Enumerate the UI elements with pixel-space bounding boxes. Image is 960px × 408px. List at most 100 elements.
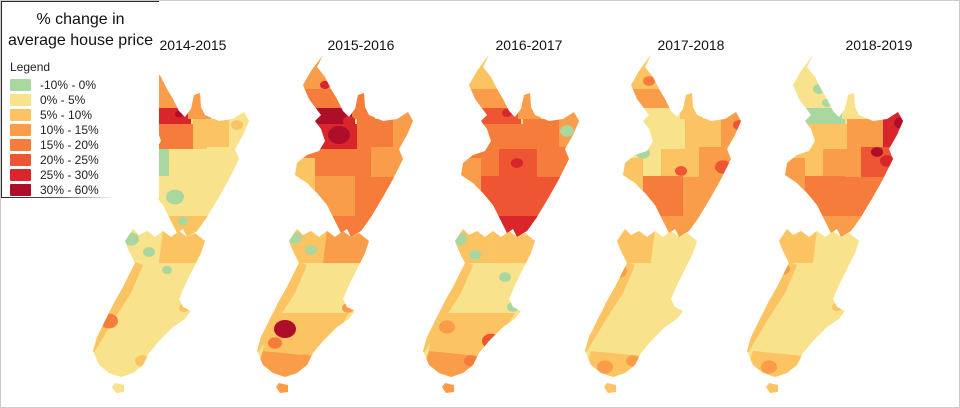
region-northland_south: [295, 89, 355, 108]
region-manawatu: [637, 176, 683, 216]
legend-swatch-icon: [10, 169, 31, 181]
legend-item-label: 30% - 60%: [40, 183, 99, 197]
chart-title: % change in average house price: [2, 9, 159, 51]
region-bop: [847, 119, 883, 149]
district-spot: [305, 245, 317, 255]
region-taranaki: [461, 158, 481, 192]
region-marlborough: [323, 229, 369, 267]
district-spot: [268, 337, 282, 349]
district-spot: [832, 302, 842, 312]
district-spot: [166, 189, 184, 205]
region-gisborne: [721, 105, 741, 147]
region-northland_south: [785, 89, 845, 108]
district-spot: [715, 160, 731, 174]
region-waikato_north: [795, 124, 847, 149]
district-spot: [733, 120, 741, 130]
nz-map-2018-2019: [747, 55, 903, 393]
district-spot: [342, 303, 354, 313]
district-spot: [439, 320, 455, 334]
region-southland: [747, 351, 813, 377]
region-ncanterbury: [113, 263, 205, 313]
region-canterbury_s: [263, 313, 349, 357]
district-spot: [360, 129, 374, 141]
region-coromandel: [842, 85, 865, 119]
legend-item-4: 15% - 20%: [10, 139, 159, 151]
region-taupo: [823, 149, 861, 177]
region-wairarapa: [683, 177, 725, 228]
legend-item-label: 25% - 30%: [40, 168, 99, 182]
region-bop: [193, 119, 229, 149]
stewart-island: [442, 383, 454, 393]
region-southland: [585, 351, 651, 377]
legend-swatch-icon: [10, 94, 31, 106]
south-island: [423, 229, 535, 377]
region-bop: [685, 119, 721, 149]
region-auckland: [623, 108, 683, 124]
district-spot: [123, 232, 139, 246]
stewart-island: [276, 383, 288, 393]
district-spot: [451, 232, 467, 246]
region-taranaki: [295, 158, 315, 192]
district-spot: [179, 303, 189, 313]
region-waikato_west: [629, 149, 661, 176]
region-auckland: [295, 108, 355, 124]
region-gisborne: [229, 105, 249, 147]
district-spot: [871, 147, 883, 157]
district-spot: [320, 80, 330, 90]
legend-item-label: 5% - 10%: [40, 108, 93, 122]
nz-map-2017-2018: [585, 55, 741, 393]
region-marlborough: [651, 229, 697, 267]
north-island: [295, 55, 413, 237]
region-hawkes_bay: [699, 147, 741, 188]
region-canterbury_s: [591, 313, 677, 357]
region-canterbury_s: [753, 313, 839, 357]
district-spot: [469, 250, 481, 260]
legend-item-6: 25% - 30%: [10, 169, 159, 181]
district-spot: [507, 302, 519, 312]
region-nelson: [607, 229, 657, 263]
region-westcoast: [423, 255, 473, 365]
region-nelson: [115, 229, 165, 263]
region-wellington: [819, 216, 861, 237]
region-waikato_west: [791, 149, 823, 176]
region-southland: [423, 351, 489, 377]
region-waikato_north: [633, 124, 685, 149]
region-northland_far: [295, 55, 349, 89]
region-wellington: [165, 216, 207, 237]
region-ncanterbury: [277, 263, 369, 313]
chart-title-line1: % change in: [36, 11, 125, 28]
legend-swatch-icon: [10, 139, 31, 151]
legend-item-label: 20% - 25%: [40, 153, 99, 167]
region-hawkes_bay: [861, 147, 903, 188]
legend-swatch-icon: [10, 154, 31, 166]
legend-item-0: -10% - 0%: [10, 79, 159, 91]
region-wellington: [657, 216, 699, 237]
stewart-island: [766, 383, 778, 393]
district-spot: [813, 84, 825, 94]
region-westcoast: [585, 255, 635, 365]
region-nelson: [445, 229, 495, 263]
district-spot: [643, 76, 655, 86]
year-label-2014-2015: 2014-2015: [159, 37, 227, 53]
nz-map-2016-2017: [423, 55, 579, 393]
district-spot: [178, 216, 188, 226]
region-coromandel: [518, 85, 541, 119]
legend-item-1: 0% - 5%: [10, 94, 159, 106]
region-waikato_west: [467, 149, 499, 176]
legend-swatch-icon: [10, 184, 31, 196]
region-ncanterbury: [605, 263, 697, 313]
legend-panel: % change in average house price Legend -…: [1, 1, 159, 198]
region-taupo: [661, 149, 699, 177]
region-nelson: [279, 229, 329, 263]
legend-item-label: 0% - 5%: [40, 93, 86, 107]
district-spot: [162, 265, 172, 275]
region-taupo: [333, 149, 371, 177]
district-spot: [761, 360, 777, 374]
district-spot: [482, 333, 500, 349]
region-nelson: [769, 229, 819, 263]
region-manawatu: [475, 176, 521, 216]
stewart-island: [604, 383, 616, 393]
legend-item-3: 10% - 15%: [10, 124, 159, 136]
district-spot: [519, 220, 531, 230]
